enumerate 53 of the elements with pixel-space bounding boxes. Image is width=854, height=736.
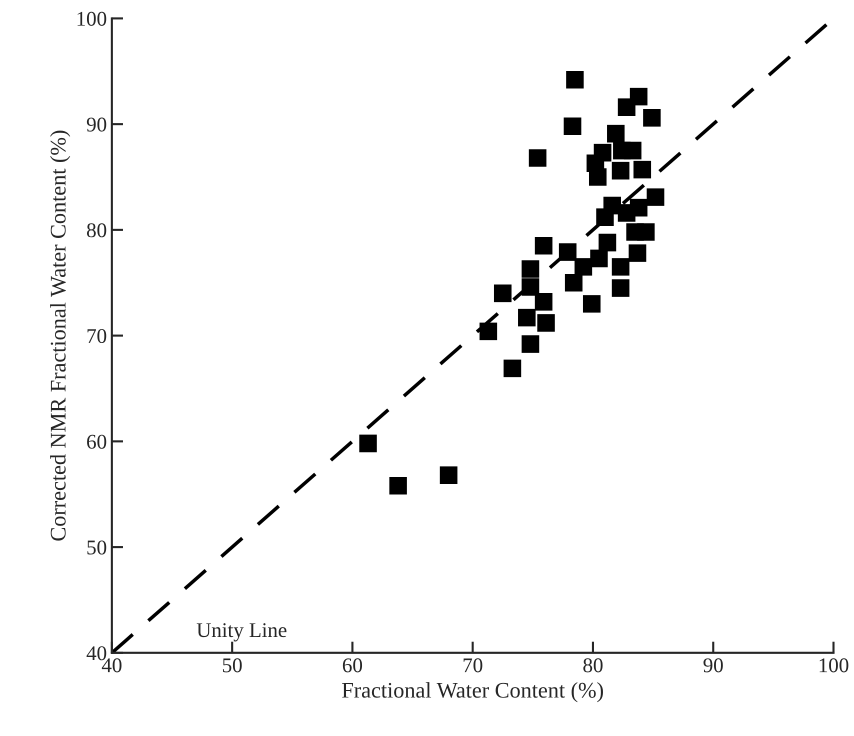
y-tick-label: 70: [88, 328, 106, 344]
y-tick-label: 100: [78, 12, 106, 26]
y-tick-label: 40: [86, 646, 106, 660]
point: [643, 109, 661, 127]
point: [522, 260, 540, 278]
point: [633, 160, 652, 178]
point: [618, 204, 636, 222]
point: [494, 284, 512, 302]
point: [582, 295, 601, 313]
point: [613, 142, 631, 160]
point: [612, 162, 630, 180]
point: [564, 117, 582, 136]
point: [359, 434, 377, 452]
x-tick-label: 90: [703, 658, 723, 672]
point: [596, 208, 614, 226]
point: [504, 360, 522, 378]
point: [518, 308, 536, 326]
x-tick-label: 40: [102, 658, 122, 672]
point: [564, 274, 582, 292]
point: [574, 258, 592, 276]
x-axis-title: Fractional Water Content (%): [342, 682, 603, 702]
y-tick-label: 60: [87, 434, 106, 449]
point: [480, 322, 498, 340]
point: [537, 314, 555, 332]
x-tick-label: 60: [342, 658, 362, 672]
point: [598, 234, 616, 252]
y-tick-label: 50: [87, 540, 106, 555]
y-tick-label: 80: [86, 223, 106, 238]
point: [590, 250, 608, 268]
point: [588, 168, 607, 186]
point: [440, 466, 458, 484]
point: [566, 70, 584, 89]
point: [528, 149, 546, 167]
point: [612, 258, 630, 276]
point: [558, 243, 576, 261]
x-tick-label: 50: [222, 658, 242, 672]
point: [534, 292, 552, 311]
y-axis-title: Corrected NMR Fractional Water Content (%): [50, 130, 70, 541]
point: [612, 279, 630, 297]
x-tick-label: 100: [820, 658, 848, 672]
point: [522, 278, 540, 296]
point: [637, 223, 655, 241]
x-tick-label: 70: [464, 658, 482, 672]
x-tick-label: 80: [583, 658, 603, 672]
point: [522, 335, 540, 353]
y-tick-label: 90: [86, 118, 106, 132]
point: [389, 476, 407, 495]
point: [534, 236, 552, 255]
point: [607, 124, 625, 142]
annotation: Unity Line: [196, 623, 286, 642]
point: [646, 188, 664, 206]
point: [618, 98, 636, 116]
point: [628, 244, 646, 262]
